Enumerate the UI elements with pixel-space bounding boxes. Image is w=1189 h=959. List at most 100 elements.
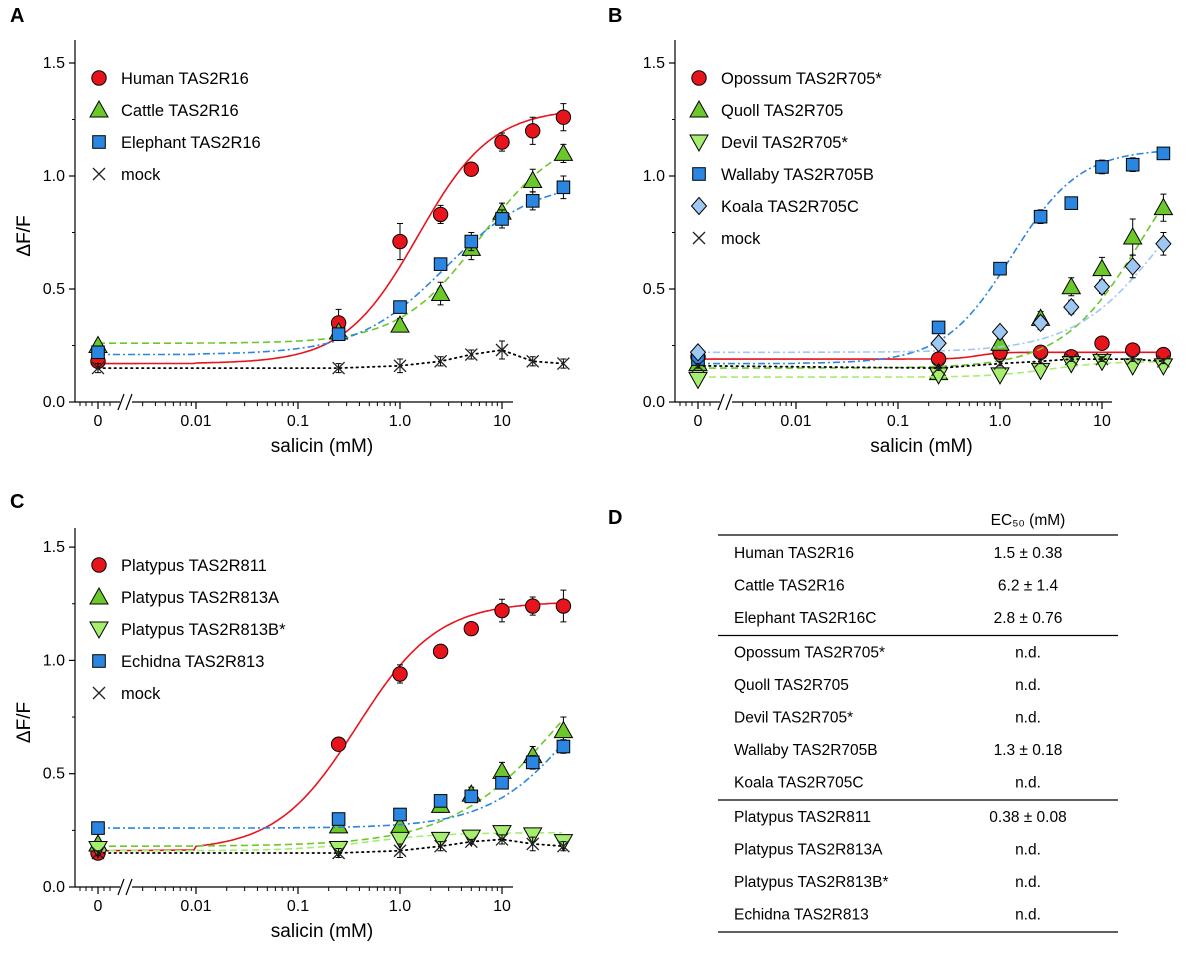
data-point [526, 354, 540, 368]
legend-marker [692, 231, 706, 245]
axis-break [117, 393, 133, 411]
panel-c: C 0.0 0.5 1.0 1.5 0 0.01 0.1 1.0 10 salicin (mM) ΔF… [10, 491, 574, 942]
receptor-name: Echidna TAS2R813 [734, 907, 869, 924]
data-point [1063, 297, 1080, 317]
axis-break-gap [720, 399, 732, 406]
legend-marker [92, 167, 106, 181]
fit-curve [698, 242, 1163, 354]
data-point [432, 643, 449, 660]
ec50-value: 1.3 ± 0.18 [994, 742, 1063, 759]
fit-curve [698, 360, 1162, 378]
data-point [1033, 209, 1048, 224]
x-tick-label: 0 [694, 413, 703, 430]
data-point [464, 835, 478, 849]
legend-label: Wallaby TAS2R705B [721, 166, 874, 184]
legend-marker [89, 621, 109, 640]
panel-label: D [608, 507, 622, 529]
y-tick-label: 0.5 [43, 281, 65, 298]
data-point [393, 300, 407, 314]
ec50-value: 0.38 ± 0.08 [989, 809, 1066, 826]
y-tick-label: 0.5 [43, 766, 65, 783]
data-point [556, 180, 571, 195]
table-row: Platypus TAS2R811 0.38 ± 0.08 [734, 809, 1067, 826]
series-opossum-tas2r705-: Opossum TAS2R705* [690, 70, 1172, 367]
data-point [993, 261, 1007, 276]
data-point [393, 807, 407, 822]
table-row: Devil TAS2R705* n.d. [734, 710, 1041, 727]
ec50-value: n.d. [1015, 907, 1041, 924]
table-row: Platypus TAS2R813A n.d. [734, 842, 1041, 859]
data-point [556, 839, 570, 853]
receptor-name: Elephant TAS2R16C [734, 610, 876, 627]
data-point [464, 789, 479, 804]
ec50-value: 1.5 ± 0.38 [994, 545, 1063, 562]
data-point [1032, 313, 1049, 333]
legend-label: Koala TAS2R705C [721, 198, 859, 216]
table-row: Quoll TAS2R705 n.d. [734, 677, 1041, 694]
legend-marker [691, 70, 707, 86]
data-point [1124, 257, 1141, 276]
receptor-name: Quoll TAS2R705 [734, 677, 849, 694]
legend-label: Human TAS2R16 [121, 70, 249, 88]
data-point [1032, 344, 1049, 360]
x-tick-label: 0.01 [780, 413, 811, 430]
legend-marker [89, 586, 109, 605]
receptor-name: Platypus TAS2R811 [734, 809, 871, 826]
receptor-name: Wallaby TAS2R705B [734, 742, 878, 759]
data-point [1093, 277, 1111, 296]
legend-label: mock [721, 230, 761, 248]
series-mock: mock [91, 166, 570, 375]
table-row: Wallaby TAS2R705B 1.3 ± 0.18 [734, 742, 1062, 759]
fit-curve [98, 831, 562, 852]
data-point [1155, 234, 1172, 254]
data-point [430, 283, 451, 302]
data-point [526, 837, 540, 851]
data-point [88, 840, 108, 859]
data-point [932, 361, 946, 375]
y-tick-label: 0.0 [643, 394, 665, 411]
legend-label: mock [121, 166, 161, 184]
y-tick-label: 0.0 [43, 879, 65, 896]
data-point [434, 839, 448, 853]
data-point [553, 720, 574, 739]
x-tick-label: 10 [493, 413, 511, 430]
receptor-name: Opossum TAS2R705* [734, 645, 885, 662]
legend-label: mock [121, 685, 161, 703]
data-point [331, 327, 346, 341]
receptor-name: Platypus TAS2R813B* [734, 874, 889, 891]
legend-marker [91, 557, 107, 573]
table-row: Elephant TAS2R16C 2.8 ± 0.76 [734, 610, 1062, 627]
y-axis-label: ΔF/F [14, 215, 35, 256]
data-point [1122, 227, 1143, 245]
panel-label: B [608, 5, 622, 27]
data-point [434, 354, 448, 368]
panel-b: B 0.0 0.5 1.0 1.5 0 0.01 0.1 1.0 10 salicin (mM) ΔF… [14, 5, 1174, 457]
ec50-value: n.d. [1015, 842, 1041, 859]
series-mock: mock [91, 685, 570, 860]
data-point [330, 736, 347, 752]
data-point [393, 844, 407, 858]
axis-break [117, 878, 133, 896]
data-point [1156, 354, 1170, 368]
fit-curve [98, 602, 563, 852]
data-point [1125, 157, 1140, 172]
y-tick-label: 1.5 [643, 55, 665, 72]
x-axis-label: salicin (mM) [271, 436, 373, 457]
data-point [91, 361, 105, 375]
x-tick-label: 10 [1093, 413, 1111, 430]
fit-curve [98, 720, 563, 848]
legend-marker [689, 99, 709, 118]
data-point [464, 234, 479, 249]
data-point [495, 212, 509, 226]
legend-marker [91, 70, 107, 86]
data-point [525, 123, 541, 139]
ec50-value: 2.8 ± 0.76 [994, 610, 1063, 627]
fit-curve [698, 351, 1162, 360]
data-point [556, 357, 570, 371]
panel-label: C [10, 491, 24, 513]
fit-curve [98, 743, 563, 829]
data-point [331, 812, 346, 826]
panel-label: A [10, 5, 24, 27]
legend-label: Echidna TAS2R813 [121, 653, 264, 671]
panel-d: D EC₅₀ (mM) Human TAS2R16 1.5 ± 0.38 Cattle … [608, 507, 1118, 933]
